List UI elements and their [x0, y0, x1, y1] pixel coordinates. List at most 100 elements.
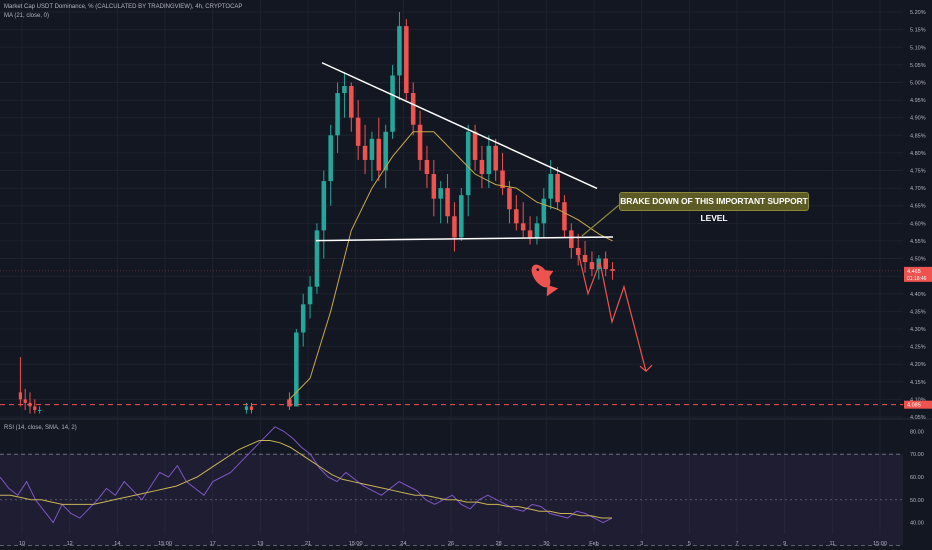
- main-candle: [479, 159, 485, 175]
- time-tick-label: 28: [496, 541, 502, 547]
- main-candle: [328, 135, 333, 182]
- fish-icon: [531, 264, 559, 297]
- main-candle: [369, 138, 375, 160]
- price-tick-label: 4.95%: [910, 98, 926, 104]
- price-tick-label: 4.05%: [910, 415, 926, 421]
- main-candle: [362, 145, 368, 160]
- price-tick-label: 4.65%: [910, 204, 926, 210]
- price-tick-label: 4.85%: [910, 133, 926, 139]
- time-tick-label: 19: [257, 541, 263, 547]
- main-candle: [555, 174, 560, 203]
- symbol-title: Market Cap USDT Dominance, % (CALCULATED…: [4, 4, 243, 10]
- price-tick-label: 5.15%: [910, 28, 926, 34]
- projection-arrowhead: [639, 364, 653, 373]
- price-badge: [904, 266, 932, 282]
- price-tick-label: 4.50%: [910, 257, 926, 263]
- main-candle: [493, 145, 498, 171]
- time-tick-label: Feb: [589, 541, 598, 547]
- mid-candle: [244, 406, 249, 410]
- rsi-tick-label: 80.00: [910, 429, 924, 435]
- main-candle: [589, 262, 595, 270]
- main-candle: [355, 117, 361, 146]
- main-candle: [610, 269, 615, 271]
- time-tick-label: 15:00: [349, 541, 363, 547]
- time-tick-label: 14: [114, 541, 120, 547]
- level-badge: [904, 400, 932, 409]
- main-candle: [541, 198, 547, 224]
- resistance-trendline: [321, 62, 598, 190]
- main-candle: [452, 216, 457, 238]
- ma-legend: MA (21, close, 0): [4, 13, 50, 19]
- price-tick-label: 5.20%: [910, 10, 926, 16]
- main-candle: [287, 399, 292, 407]
- main-candle: [500, 170, 505, 189]
- early-candle: [38, 409, 42, 411]
- projection-path: [577, 251, 647, 372]
- main-candle: [527, 230, 533, 238]
- rsi-tick-label: 40.00: [910, 521, 924, 527]
- price-tick-label: 5.05%: [910, 63, 926, 69]
- time-tick-label: 5: [688, 541, 691, 547]
- grid-lines: [0, 0, 932, 534]
- price-tick-label: 4.35%: [910, 309, 926, 315]
- main-candle: [390, 75, 395, 132]
- time-tick-label: 15:00: [158, 541, 172, 547]
- main-candle: [335, 93, 340, 136]
- fish-fin: [544, 270, 554, 279]
- main-candle: [349, 85, 354, 118]
- main-candle: [520, 223, 526, 231]
- rsi-plot[interactable]: [0, 426, 903, 546]
- rsi-ma-line: [0, 440, 612, 519]
- price-tick-label: 4.40%: [910, 292, 926, 298]
- price-badge-countdown: 01:18:46: [907, 276, 927, 282]
- main-candle: [507, 188, 512, 210]
- callout-leader: [581, 204, 620, 237]
- fish-eye: [536, 268, 540, 272]
- price-tick-label: 4.70%: [910, 186, 926, 192]
- main-candle: [417, 124, 423, 160]
- main-candle: [404, 26, 409, 94]
- time-tick-label: 10: [19, 541, 25, 547]
- main-candle: [562, 202, 567, 231]
- price-plot[interactable]: [0, 12, 903, 414]
- early-candle: [33, 406, 37, 410]
- mid-candle: [249, 406, 254, 410]
- main-candle: [438, 188, 443, 199]
- time-tick-label: 7: [735, 541, 738, 547]
- time-tick-label: 17: [210, 541, 216, 547]
- price-tick-label: 4.55%: [910, 239, 926, 245]
- price-tick-label: 4.15%: [910, 380, 926, 386]
- main-candle: [472, 131, 478, 160]
- price-tick-label: 4.25%: [910, 345, 926, 351]
- price-tick-label: 4.60%: [910, 221, 926, 227]
- time-tick-label: 26: [448, 541, 454, 547]
- price-tick-label: 5.10%: [910, 45, 926, 51]
- price-tick-label: 5.00%: [910, 80, 926, 86]
- fish-body: [531, 264, 551, 288]
- main-candle: [397, 26, 402, 76]
- main-candle: [410, 93, 416, 125]
- main-candle: [514, 209, 519, 224]
- main-candle: [424, 159, 430, 175]
- time-tick-label: 9: [783, 541, 786, 547]
- main-candle: [321, 181, 327, 231]
- price-tick-label: 4.20%: [910, 362, 926, 368]
- time-tick-label: 21: [305, 541, 311, 547]
- rsi-tick-label: 60.00: [910, 475, 924, 481]
- price-tick-label: 4.80%: [910, 151, 926, 157]
- annotation-callout[interactable]: BRAKE DOWN OF THIS IMPORTANT SUPPORT LEV…: [619, 192, 809, 223]
- main-candle: [300, 304, 306, 333]
- main-candle: [431, 174, 437, 199]
- ma-line: [289, 131, 613, 400]
- main-candle: [603, 258, 608, 270]
- support-trendline: [315, 236, 614, 242]
- price-tick-label: 4.10%: [910, 397, 926, 403]
- main-candle: [548, 174, 553, 199]
- main-candle: [534, 223, 540, 238]
- main-candle: [445, 188, 450, 217]
- price-badge-text: 4.465: [907, 269, 921, 275]
- time-tick-label: 30: [543, 541, 549, 547]
- time-tick-label: 24: [400, 541, 406, 547]
- main-candle: [486, 145, 492, 175]
- price-tick-label: 4.30%: [910, 327, 926, 333]
